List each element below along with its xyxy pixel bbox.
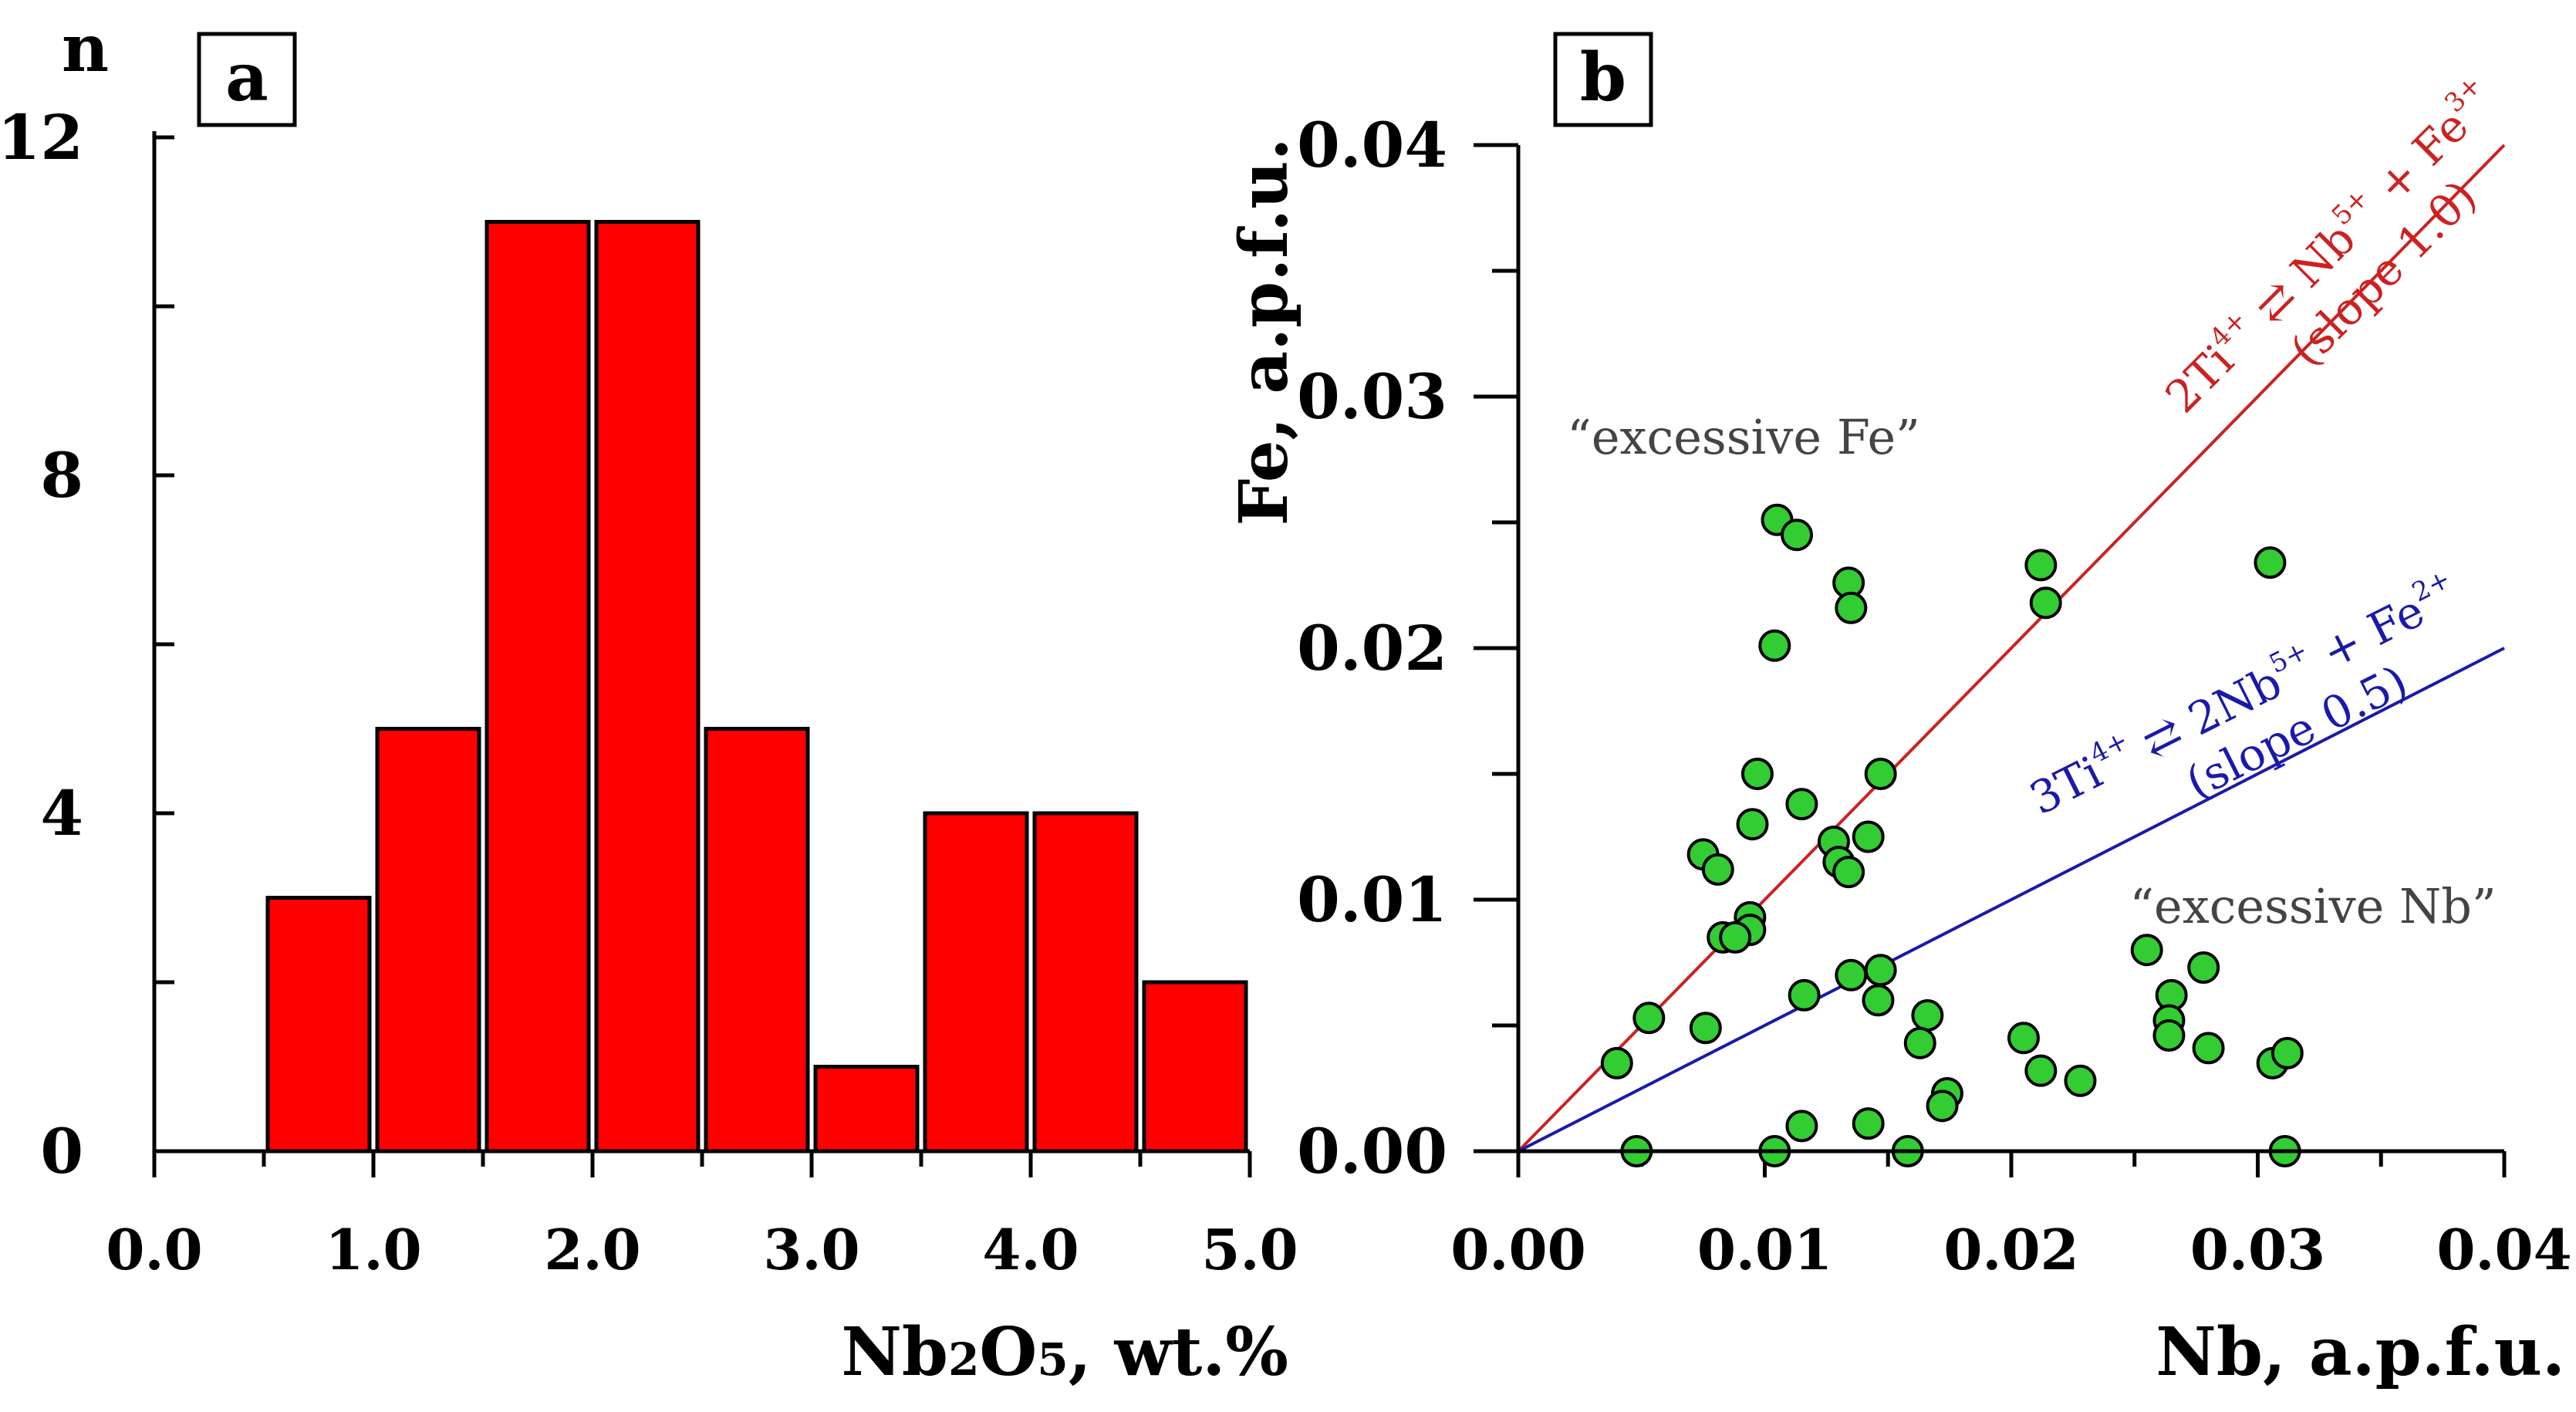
slope-1-equation: 2Ti4+ ⇄ Nb5+ + Fe3+ [2152, 69, 2506, 423]
x-tick-label: 0.02 [1943, 1217, 2078, 1282]
x-axis-label-part: O [979, 1313, 1037, 1391]
scatter-point [1785, 1110, 1818, 1143]
slope-1-line [1517, 144, 2506, 1153]
histogram-bar [265, 896, 372, 1154]
scatter-point [2064, 1064, 2097, 1097]
y-tick-label: 0.01 [1297, 863, 1447, 936]
scatter-point [1632, 1002, 1666, 1035]
x-tick-label: 0.03 [2190, 1217, 2325, 1282]
y-tick-label: 8 [40, 439, 83, 512]
x-axis-label: Nb, a.p.f.u. [2156, 1313, 2565, 1391]
scatter-point [2192, 1032, 2225, 1065]
annotation-excessive-fe: “excessive Fe” [1567, 409, 1920, 465]
histogram-bar [594, 220, 701, 1154]
x-tick-label: 0.04 [2436, 1217, 2571, 1282]
scatter-point [1864, 758, 1897, 790]
scatter-point [2187, 951, 2220, 985]
scatter-point [1832, 856, 1865, 889]
y-axis-ticks: 0.00 0.01 0.02 0.03 0.04 [1297, 109, 1518, 1187]
panel-label-box [1553, 32, 1653, 127]
y-tick-label: 0.02 [1297, 612, 1447, 684]
scatter-point [2007, 1022, 2040, 1055]
x-tick-label: 2.0 [544, 1217, 640, 1282]
panel-label-box [197, 32, 297, 127]
x-axis-label-part: , wt.% [1069, 1313, 1288, 1391]
x-axis-ticks: 0.0 1.0 2.0 3.0 4.0 5.0 [106, 1151, 1298, 1282]
scatter-point [2029, 586, 2062, 620]
y-tick-label: 0.00 [1297, 1115, 1447, 1187]
scatter-point [1926, 1089, 1959, 1123]
panel-b: 0.000.010.020.030.04 0.00 0.01 0.02 0.03 0.0… [1225, 32, 2572, 1391]
scatter-point [2024, 1054, 2058, 1087]
scatter-point [1781, 519, 1814, 552]
scatter-point [1852, 820, 1885, 853]
scatter-point [1903, 1026, 1936, 1059]
scatter-point [1835, 591, 1868, 624]
scatter-point [1835, 958, 1868, 991]
histogram-bars [265, 220, 1248, 1154]
y-tick-label: 0.04 [1297, 109, 1447, 181]
scatter-point [1719, 921, 1752, 954]
scatter-point [1689, 1012, 1722, 1045]
x-tick-label: 5.0 [1201, 1217, 1298, 1282]
histogram-bar [813, 1065, 920, 1154]
x-axis-label-part: Nb [841, 1313, 948, 1391]
slope-0.5-line [1518, 647, 2505, 1153]
x-tick-label: 1.0 [325, 1217, 421, 1282]
y-axis-label: n [62, 10, 109, 86]
scatter-point [1911, 998, 1944, 1032]
histogram-bar [1142, 980, 1248, 1154]
scatter-point [1785, 788, 1818, 821]
panel-label: b [1580, 39, 1626, 117]
y-tick-label: 12 [0, 101, 83, 174]
x-tick-label: 3.0 [763, 1217, 859, 1282]
scatter-point [2270, 1036, 2304, 1069]
scatter-point [2130, 934, 2163, 967]
x-axis-label-sub: 5 [1037, 1333, 1068, 1386]
scatter-point [1852, 1107, 1885, 1140]
x-tick-label: 0.0 [106, 1217, 202, 1282]
scatter-point [1600, 1046, 1633, 1079]
scatter-point [2152, 1019, 2186, 1052]
slope-0.5-label: 3Ti4+ ⇄ 2Nb5+ + Fe2+ (slope 0.5) [2021, 563, 2456, 825]
y-tick-label: 4 [40, 777, 83, 850]
histogram-bar [484, 220, 591, 1154]
slope-1-label: 2Ti4+ ⇄ Nb5+ + Fe3+ (slope 1.0) [2152, 69, 2506, 423]
x-axis-label-sub: 2 [948, 1333, 979, 1386]
y-tick-label: 0.03 [1297, 360, 1447, 433]
scatter-point [1864, 954, 1897, 987]
scatter-point [1758, 629, 1791, 662]
x-axis-ticks: 0.00 0.01 0.02 0.03 0.04 [1450, 1151, 2572, 1282]
x-tick-label: 4.0 [982, 1217, 1079, 1282]
scatter-point [2254, 546, 2287, 579]
panel-a: 0 4 8 12 0.0 1.0 2.0 3.0 4.0 5.0 n a Nb2O5, wt.% [0, 10, 1298, 1391]
histogram-bar [1032, 811, 1139, 1154]
x-axis-label: Nb2O5, wt.% [841, 1313, 1288, 1391]
histogram-bar [704, 727, 810, 1154]
scatter-point [1788, 978, 1821, 1012]
scatter-points [1600, 503, 2304, 1167]
scatter-point [1740, 758, 1774, 790]
y-tick-label: 0 [40, 1115, 83, 1187]
y-axis-ticks: 0 4 8 12 [0, 101, 174, 1187]
y-axis-label: Fe, a.p.f.u. [1225, 137, 1303, 525]
scatter-point [1862, 984, 1895, 1017]
histogram-bar [375, 727, 481, 1154]
panel-label: a [225, 39, 268, 117]
histogram-bar [923, 811, 1029, 1154]
x-tick-label: 0.01 [1697, 1217, 1832, 1282]
scatter-point [1701, 853, 1734, 886]
x-tick-label: 0.00 [1450, 1217, 1585, 1282]
annotation-excessive-nb: “excessive Nb” [2129, 878, 2496, 934]
scatter-point [2024, 549, 2058, 582]
scatter-point [1736, 808, 1769, 841]
